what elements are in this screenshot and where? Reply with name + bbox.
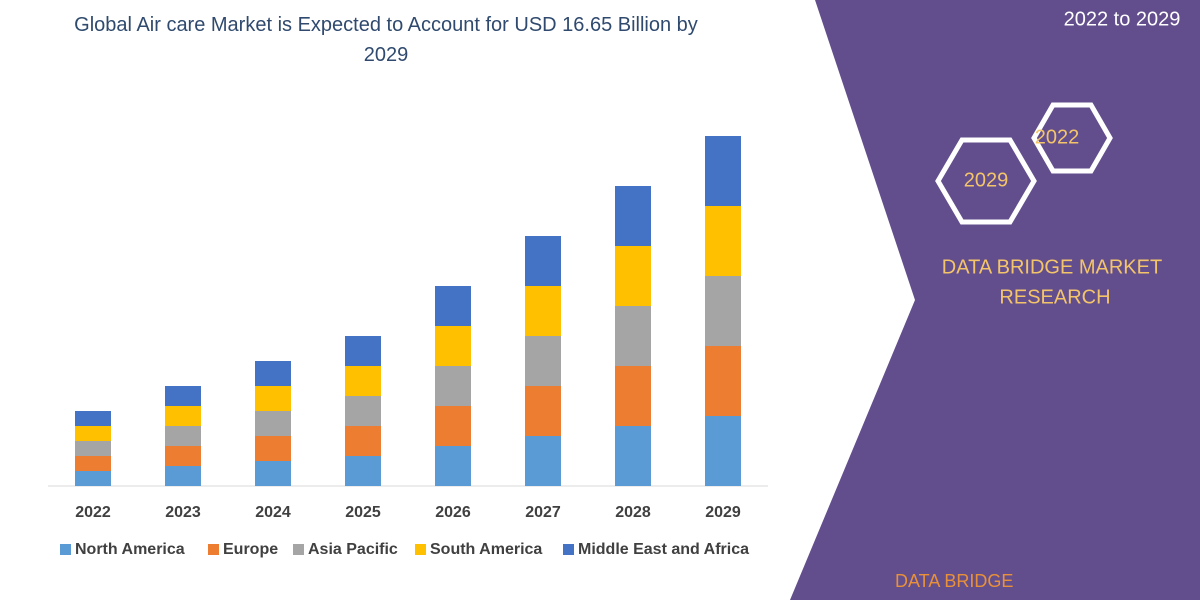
bar-segment <box>165 426 201 446</box>
bar-segment <box>255 436 291 461</box>
bar-segment <box>435 326 471 366</box>
hexagon <box>1031 102 1113 174</box>
legend-label: Middle East and Africa <box>578 541 749 558</box>
x-tick-label: 2029 <box>705 504 741 521</box>
hexagon-label: 2022 <box>1035 126 1080 148</box>
bar-segment <box>255 386 291 411</box>
logo-text: DATA BRIDGE <box>895 571 1013 591</box>
x-tick-label: 2028 <box>615 504 651 521</box>
bar-segment <box>705 136 741 206</box>
bar-segment <box>75 411 111 426</box>
x-tick-label: 2025 <box>345 504 381 521</box>
bar-segment <box>345 336 381 366</box>
x-tick-label: 2023 <box>165 504 201 521</box>
bar-segment <box>165 446 201 466</box>
bar-segment <box>705 346 741 416</box>
brand-line: RESEARCH <box>999 286 1110 308</box>
legend-label: South America <box>430 541 542 558</box>
bar-segment <box>705 276 741 346</box>
bar-segment <box>615 366 651 426</box>
hexagon <box>935 137 1037 225</box>
bar-segment <box>165 406 201 426</box>
bar-segment <box>435 366 471 406</box>
bar-segment <box>525 386 561 436</box>
bar-segment <box>345 366 381 396</box>
hexagon-label: 2029 <box>964 169 1009 191</box>
bar-segment <box>165 386 201 406</box>
side-panel <box>790 0 1200 600</box>
bar-segment <box>255 411 291 436</box>
bar-segment <box>525 436 561 486</box>
legend-swatch <box>415 544 426 555</box>
bar-segment <box>615 246 651 306</box>
bar-segment <box>435 406 471 446</box>
bar-segment <box>255 461 291 486</box>
bar-segment <box>435 446 471 486</box>
bar-segment <box>525 236 561 286</box>
x-tick-label: 2026 <box>435 504 471 521</box>
bar-segment <box>615 426 651 486</box>
bar-segment <box>75 471 111 486</box>
bar-segment <box>75 456 111 471</box>
bar-segment <box>345 396 381 426</box>
bar-segment <box>255 361 291 386</box>
chart-title: Global Air care Market is Expected to Ac… <box>74 14 698 66</box>
bar-segment <box>345 426 381 456</box>
bar-segment <box>435 286 471 326</box>
legend-label: Asia Pacific <box>308 541 398 558</box>
bar-segment <box>345 456 381 486</box>
brand-line: DATA BRIDGE MARKET <box>942 256 1162 278</box>
x-tick-label: 2027 <box>525 504 561 521</box>
x-tick-label: 2022 <box>75 504 111 521</box>
bar-segment <box>705 416 741 486</box>
legend-swatch <box>563 544 574 555</box>
bar-segment <box>615 186 651 246</box>
bar-segment <box>75 426 111 441</box>
legend-label: North America <box>75 541 185 558</box>
legend-swatch <box>208 544 219 555</box>
bar-segment <box>525 286 561 336</box>
legend-swatch <box>60 544 71 555</box>
bar-segment <box>525 336 561 386</box>
legend-label: Europe <box>223 541 278 558</box>
bar-segment <box>165 466 201 486</box>
bar-segment <box>705 206 741 276</box>
bar-segment <box>615 306 651 366</box>
legend-swatch <box>293 544 304 555</box>
period-label: 2022 to 2029 <box>1064 8 1181 30</box>
x-tick-label: 2024 <box>255 504 291 521</box>
bar-segment <box>75 441 111 456</box>
